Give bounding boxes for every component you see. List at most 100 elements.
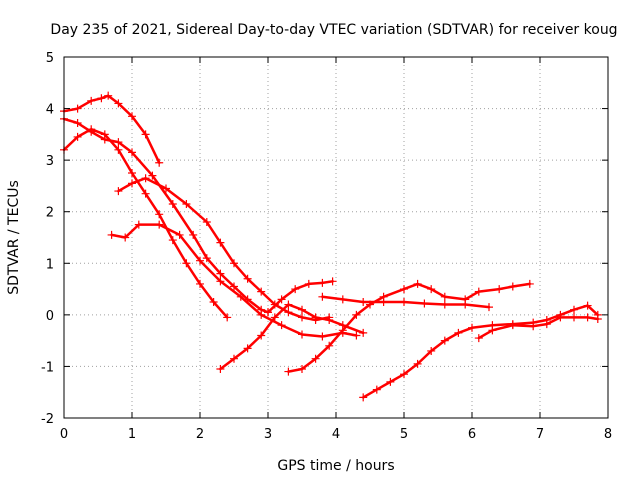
data-point xyxy=(277,321,286,330)
data-point xyxy=(372,385,381,394)
series-line xyxy=(62,94,161,164)
data-point xyxy=(257,310,266,319)
x-tick-label: 3 xyxy=(264,427,272,442)
data-point xyxy=(413,359,422,368)
data-point xyxy=(97,94,106,103)
data-point xyxy=(128,169,136,178)
data-point xyxy=(298,313,306,322)
data-point xyxy=(155,210,164,219)
data-point xyxy=(270,313,279,322)
data-point xyxy=(87,96,96,105)
data-point xyxy=(328,277,337,286)
data-point xyxy=(284,367,293,376)
data-point xyxy=(100,130,109,139)
data-point xyxy=(182,199,191,208)
data-point xyxy=(162,184,170,193)
series-arc-4 xyxy=(114,174,334,325)
data-point xyxy=(359,297,368,306)
data-point xyxy=(529,322,538,331)
data-point xyxy=(427,346,436,355)
data-point xyxy=(73,119,82,128)
data-point xyxy=(114,138,123,147)
grid-lines xyxy=(64,57,608,418)
data-point xyxy=(264,308,272,317)
data-point xyxy=(508,321,517,330)
data-point xyxy=(508,282,517,291)
series-arc-3 xyxy=(60,125,232,322)
series-line xyxy=(361,304,600,399)
data-point xyxy=(311,313,320,322)
series-arc-9 xyxy=(318,292,493,312)
data-point xyxy=(311,354,320,363)
y-tick-label: 4 xyxy=(46,103,54,118)
data-point xyxy=(440,300,449,309)
data-point xyxy=(583,313,592,322)
data-point xyxy=(400,285,408,294)
data-point xyxy=(175,230,184,239)
data-point xyxy=(168,236,177,245)
series-line xyxy=(62,127,229,319)
data-point xyxy=(427,285,436,294)
data-point xyxy=(525,279,534,288)
data-point xyxy=(413,279,422,288)
data-point xyxy=(325,341,334,350)
data-point xyxy=(121,233,130,242)
data-point xyxy=(141,189,150,198)
data-point xyxy=(114,99,123,108)
data-point xyxy=(236,292,245,301)
data-point xyxy=(420,299,429,308)
x-axis-label: GPS time / hours xyxy=(277,458,394,474)
data-point xyxy=(556,313,565,322)
data-point xyxy=(277,295,286,304)
data-point xyxy=(379,297,388,306)
data-point xyxy=(216,269,225,278)
plot-series xyxy=(60,91,602,402)
data-point xyxy=(202,254,211,263)
data-point xyxy=(359,393,368,402)
data-point xyxy=(291,285,300,294)
data-point xyxy=(128,112,136,121)
data-point xyxy=(141,130,150,139)
data-point xyxy=(593,314,602,323)
chart-title: Day 235 of 2021, Sidereal Day-to-day VTE… xyxy=(50,22,617,38)
data-point xyxy=(488,326,497,335)
data-point xyxy=(196,279,204,288)
data-point xyxy=(128,179,136,188)
data-point xyxy=(73,132,82,141)
data-point xyxy=(318,278,327,287)
data-point xyxy=(468,323,476,332)
data-point xyxy=(352,310,361,319)
data-point xyxy=(298,365,306,374)
data-point xyxy=(298,305,306,314)
x-tick-label: 8 xyxy=(604,427,612,442)
data-point xyxy=(304,279,313,288)
y-axis-label: SDTVAR / TECUs xyxy=(6,180,22,295)
y-tick-label: 2 xyxy=(46,206,54,221)
series-arc-5 xyxy=(107,220,361,341)
series-arc-2 xyxy=(60,114,272,317)
data-point xyxy=(114,145,123,154)
data-point xyxy=(257,331,266,340)
data-point xyxy=(216,277,225,286)
data-point xyxy=(216,365,225,374)
data-point xyxy=(570,305,578,314)
data-point xyxy=(209,297,218,306)
data-point xyxy=(570,313,578,322)
data-point xyxy=(474,334,483,343)
x-tick-label: 4 xyxy=(332,427,340,442)
data-point xyxy=(284,308,293,317)
data-point xyxy=(230,354,238,363)
data-point xyxy=(352,331,361,340)
data-point xyxy=(155,158,164,167)
data-point xyxy=(298,330,306,339)
data-point xyxy=(386,377,395,386)
data-point xyxy=(583,301,592,310)
data-point xyxy=(128,148,136,157)
data-point xyxy=(114,187,123,196)
data-point xyxy=(155,220,164,229)
data-point xyxy=(243,344,252,353)
x-tick-label: 1 xyxy=(128,427,136,442)
series-arc-11 xyxy=(474,313,602,343)
data-point xyxy=(454,328,463,337)
data-point xyxy=(495,285,504,294)
